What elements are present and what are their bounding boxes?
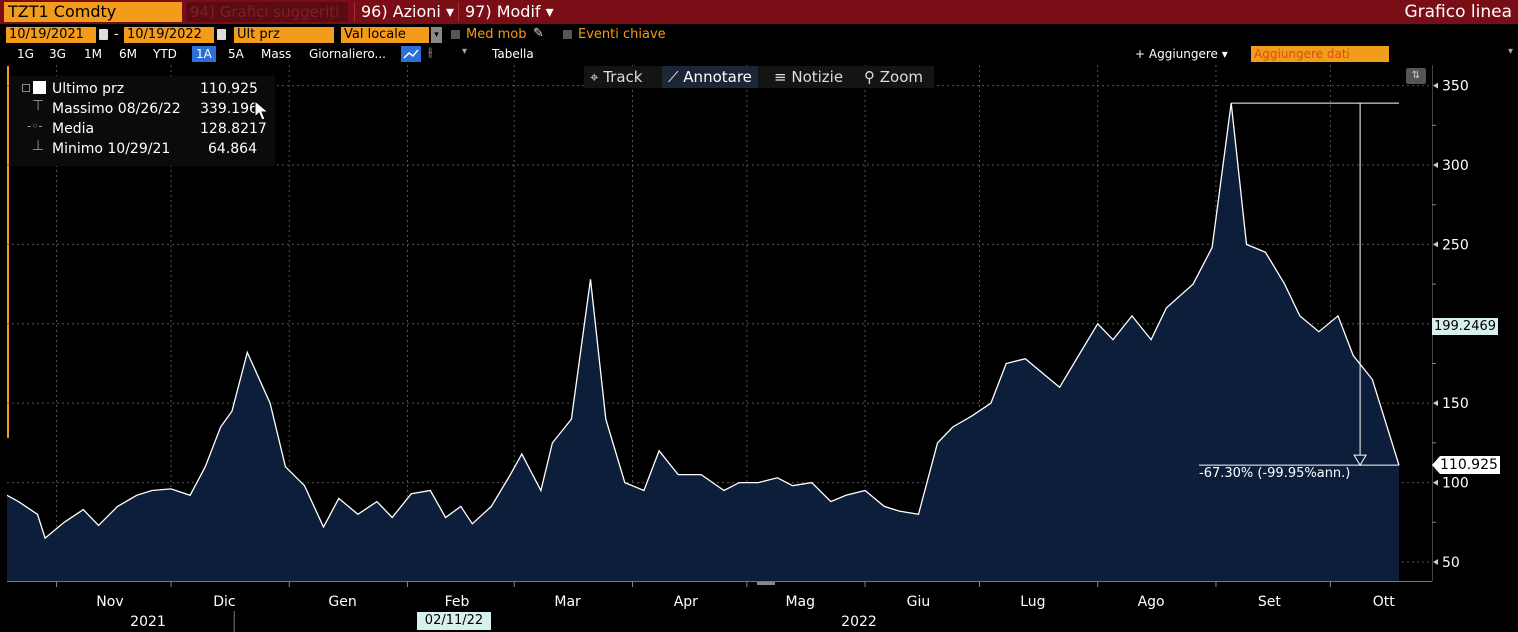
- date-crosshair-tag: 02/11/22: [417, 612, 491, 630]
- legend-min-value: 64.864: [208, 141, 257, 157]
- y-tick-label: 100: [1442, 476, 1469, 492]
- news-tool[interactable]: ≡ Notizie: [774, 68, 844, 86]
- x-year-label: 2021: [130, 614, 166, 630]
- period-1g[interactable]: 1G: [17, 47, 34, 61]
- mean-marker-icon: -◦-: [27, 119, 43, 133]
- table-button[interactable]: Tabella: [492, 47, 534, 61]
- y-tick: [1433, 479, 1438, 486]
- x-month-label: Lug: [1020, 594, 1045, 610]
- legend-panel: Ultimo prz 110.925 ⊤ Massimo 08/26/22 33…: [10, 76, 275, 166]
- period-1m[interactable]: 1M: [84, 47, 102, 61]
- period-3g[interactable]: 3G: [49, 47, 66, 61]
- legend-mean-value: 128.8217: [200, 121, 267, 137]
- y-tick-label: 50: [1442, 555, 1460, 571]
- period-5a[interactable]: 5A: [228, 47, 244, 61]
- x-month-label: Ott: [1373, 594, 1396, 610]
- pencil-icon: ⟋: [668, 68, 679, 86]
- end-date-field[interactable]: 10/19/2022: [124, 27, 214, 43]
- x-month-label: Mar: [554, 594, 581, 610]
- actions-menu[interactable]: 96) Azioni ▾: [354, 2, 456, 22]
- currency-select[interactable]: Val locale: [341, 27, 429, 43]
- price-area: [7, 103, 1399, 581]
- moving-average-checkbox[interactable]: [451, 30, 460, 39]
- cursor-icon: [254, 100, 270, 121]
- legend-max-label: Massimo 08/26/22: [52, 101, 181, 117]
- start-date-field[interactable]: 10/19/2021: [6, 27, 96, 43]
- pencil-icon[interactable]: ✎: [533, 26, 544, 41]
- chart-type-label: Grafico linea: [1404, 2, 1512, 22]
- last-price-tag: [1432, 456, 1500, 474]
- moving-average-label: Med mob: [466, 27, 527, 42]
- collapse-icon[interactable]: [22, 84, 30, 92]
- y-tick-label: 300: [1442, 158, 1469, 174]
- y-tick: [1433, 82, 1438, 89]
- add-data-input[interactable]: Aggiungere dati: [1251, 46, 1389, 62]
- key-events-checkbox[interactable]: [563, 30, 572, 39]
- change-annotation: -67.30% (-99.95%ann.): [1199, 466, 1351, 481]
- chevron-down-icon[interactable]: ▾: [462, 46, 468, 57]
- crosshair-value-tag: 199.2469: [1432, 318, 1498, 335]
- crosshair-icon: ⌖: [590, 68, 599, 86]
- x-month-label: Apr: [674, 594, 698, 610]
- y-tick-label: 350: [1442, 79, 1469, 95]
- x-month-label: Gen: [328, 594, 356, 610]
- period-1a[interactable]: 1A: [192, 46, 216, 62]
- ticker-field[interactable]: TZT1 Comdty: [4, 2, 182, 22]
- x-axis-bg: [0, 581, 1518, 632]
- news-icon: ≡: [774, 68, 787, 86]
- period-max[interactable]: Mass: [261, 47, 292, 61]
- legend-mean-label: Media: [52, 121, 95, 137]
- period-6m[interactable]: 6M: [119, 47, 137, 61]
- x-year-label: 2022: [841, 614, 877, 630]
- line-chart-icon[interactable]: [401, 46, 421, 62]
- x-month-label: Dic: [213, 594, 235, 610]
- x-month-label: Nov: [96, 594, 123, 610]
- x-month-label: Giu: [907, 594, 931, 610]
- y-tick: [1433, 558, 1438, 565]
- annotation-arrowhead: [1353, 454, 1367, 467]
- legend-last-value: 110.925: [200, 81, 258, 97]
- y-tick: [1433, 241, 1438, 248]
- legend-min-label: Minimo 10/29/21: [52, 141, 171, 157]
- price-chart[interactable]: [7, 65, 1432, 581]
- track-tool[interactable]: ⌖ Track: [590, 68, 643, 86]
- min-marker-icon: ⊥: [32, 138, 45, 154]
- add-menu[interactable]: + Aggiungere ▾: [1135, 47, 1228, 61]
- x-axis: Nov Dic Gen Feb Mar Apr Mag Giu Lug Ago Set Ott 2021…: [0, 581, 1518, 632]
- period-ytd[interactable]: YTD: [153, 47, 177, 61]
- frequency-select[interactable]: Giornaliero...: [309, 47, 386, 61]
- legend-max-value: 339.196: [200, 101, 258, 117]
- chart-tools: ⌖ Track ⟋ Annotare ≡ Notizie ⚲ Zoom: [584, 66, 934, 88]
- legend-last-label: Ultimo prz: [52, 81, 125, 97]
- y-tick: [1433, 400, 1438, 407]
- y-axis: 50 100 150 250 300 350: [1432, 65, 1469, 581]
- price-line: [7, 103, 1400, 540]
- x-month-label: Ago: [1138, 594, 1165, 610]
- date-separator: -: [114, 27, 119, 42]
- x-month-label: Mag: [785, 594, 815, 610]
- y-tick-label: 150: [1442, 396, 1469, 412]
- chevron-down-icon[interactable]: ▾: [431, 27, 442, 43]
- annotate-tool[interactable]: ⟋ Annotare: [662, 66, 758, 88]
- scroll-handle: [757, 582, 775, 585]
- key-events-label: Eventi chiave: [578, 27, 666, 42]
- magnifier-icon: ⚲: [864, 68, 875, 86]
- max-marker-icon: ⊤: [32, 98, 45, 114]
- scroll-icon[interactable]: ⇅: [1406, 68, 1426, 84]
- zoom-tool[interactable]: ⚲ Zoom: [864, 68, 924, 86]
- calendar-icon[interactable]: [217, 29, 226, 40]
- x-month-label: Feb: [445, 594, 470, 610]
- candlestick-icon[interactable]: ⫲: [428, 45, 433, 60]
- suggested-charts-button[interactable]: 94) Grafici suggeriti: [186, 2, 348, 22]
- y-tick: [1433, 162, 1438, 169]
- price-field-select[interactable]: Ult prz: [234, 27, 334, 43]
- calendar-icon[interactable]: [99, 29, 108, 40]
- selection-edge: [7, 66, 9, 438]
- y-tick-label: 250: [1442, 237, 1469, 253]
- series-color-swatch[interactable]: [33, 81, 46, 94]
- last-price-label: 110.925: [1440, 457, 1498, 473]
- chevron-down-icon[interactable]: ▾: [1508, 46, 1514, 57]
- edit-menu[interactable]: 97) Modif ▾: [458, 2, 556, 22]
- x-month-label: Set: [1258, 594, 1282, 610]
